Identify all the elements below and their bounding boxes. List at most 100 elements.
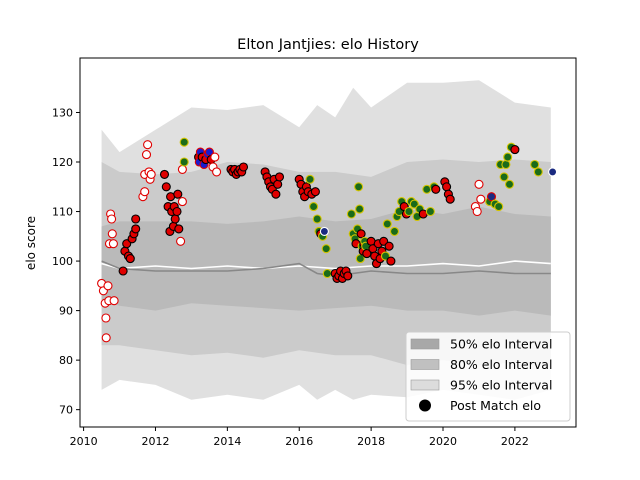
x-tick-label: 2022 [501, 435, 529, 448]
data-point [501, 159, 511, 170]
legend-box [405, 331, 571, 422]
legend-label: 80% elo Interval [450, 357, 552, 372]
legend: 50% elo Interval 80% elo Interval 95% elo … [405, 331, 571, 422]
y-tick-label: 80 [59, 354, 73, 367]
data-point [533, 167, 543, 177]
data-point [107, 229, 117, 239]
data-point [179, 137, 189, 147]
data-point [354, 182, 364, 192]
median-line [101, 260, 551, 277]
data-point [146, 169, 156, 179]
data-point [103, 281, 113, 291]
data-point [510, 145, 520, 155]
data-point [548, 167, 558, 177]
data-point [173, 189, 183, 199]
data-point [172, 206, 182, 217]
data-point [108, 239, 118, 249]
data-point [362, 249, 372, 259]
data-point [356, 229, 366, 239]
data-point [212, 167, 222, 177]
y-tick-label: 130 [52, 106, 73, 119]
x-tick-label: 2010 [70, 435, 98, 448]
data-point [179, 157, 189, 167]
data-point [107, 214, 117, 224]
legend-marker [419, 399, 431, 412]
data-point [101, 333, 111, 343]
data-point [472, 206, 482, 217]
data-point [141, 150, 152, 160]
data-point [494, 202, 504, 212]
mean-line [101, 260, 551, 270]
band-3 [101, 206, 551, 316]
data-point [503, 152, 513, 162]
data-point [273, 179, 283, 189]
data-point [486, 192, 497, 202]
x-tick-label: 2016 [285, 435, 313, 448]
legend-label: 95% elo Interval [450, 378, 552, 393]
data-point [499, 172, 509, 182]
plot-frame [79, 57, 577, 428]
data-point [343, 271, 353, 281]
data-point [312, 214, 322, 224]
data-point [404, 206, 414, 217]
data-point [159, 169, 170, 179]
data-point [271, 189, 281, 199]
y-axis: 70 80 90 100 110 120 130 [52, 106, 80, 417]
data-point [504, 179, 515, 189]
data-point [140, 187, 150, 197]
data-point [131, 214, 141, 224]
data-point [319, 226, 329, 236]
x-tick-label: 2020 [429, 435, 457, 448]
legend-swatch [410, 338, 440, 350]
data-point [238, 162, 249, 172]
data-point [386, 256, 396, 266]
y-tick-label: 70 [59, 404, 73, 417]
data-point [382, 219, 392, 229]
data-point [476, 194, 486, 204]
plot-area [97, 80, 558, 400]
data-point [445, 194, 455, 204]
data-point [210, 152, 220, 162]
data-point [309, 202, 319, 212]
data-point [389, 226, 400, 236]
legend-label: Post Match elo [450, 398, 541, 413]
legend-label: 50% elo Interval [450, 337, 552, 352]
data-point [442, 182, 452, 192]
x-axis: 2010 2012 2014 2016 2018 2020 2022 [70, 427, 529, 448]
y-tick-label: 90 [59, 305, 73, 318]
data-point [177, 197, 187, 207]
data-point [474, 179, 484, 189]
legend-swatch [410, 379, 440, 391]
x-tick-label: 2014 [213, 435, 241, 448]
chart-title: Elton Jantjies: elo History [237, 37, 419, 53]
data-point [530, 159, 540, 170]
data-point [161, 182, 171, 192]
x-tick-label: 2012 [141, 435, 169, 448]
data-point [170, 214, 180, 224]
data-point [274, 172, 285, 182]
data-point [322, 268, 332, 279]
x-tick-label: 2018 [357, 435, 385, 448]
data-point [431, 184, 441, 194]
data-point [176, 236, 186, 246]
data-point [109, 296, 119, 306]
data-point [174, 224, 184, 234]
y-axis-label: elo score [24, 216, 38, 270]
y-tick-label: 120 [52, 156, 73, 169]
data-point [143, 140, 153, 150]
data-point [310, 187, 320, 197]
data-point [177, 164, 187, 174]
data-point [131, 224, 141, 234]
data-point [425, 206, 435, 217]
data-point [321, 244, 331, 254]
data-point [305, 174, 315, 184]
data-point [101, 313, 111, 323]
y-tick-label: 110 [52, 206, 73, 219]
data-point [346, 209, 356, 219]
data-point [355, 204, 365, 214]
y-tick-label: 100 [52, 255, 73, 268]
data-point [118, 266, 128, 276]
data-point [384, 241, 394, 251]
legend-swatch [410, 359, 440, 370]
